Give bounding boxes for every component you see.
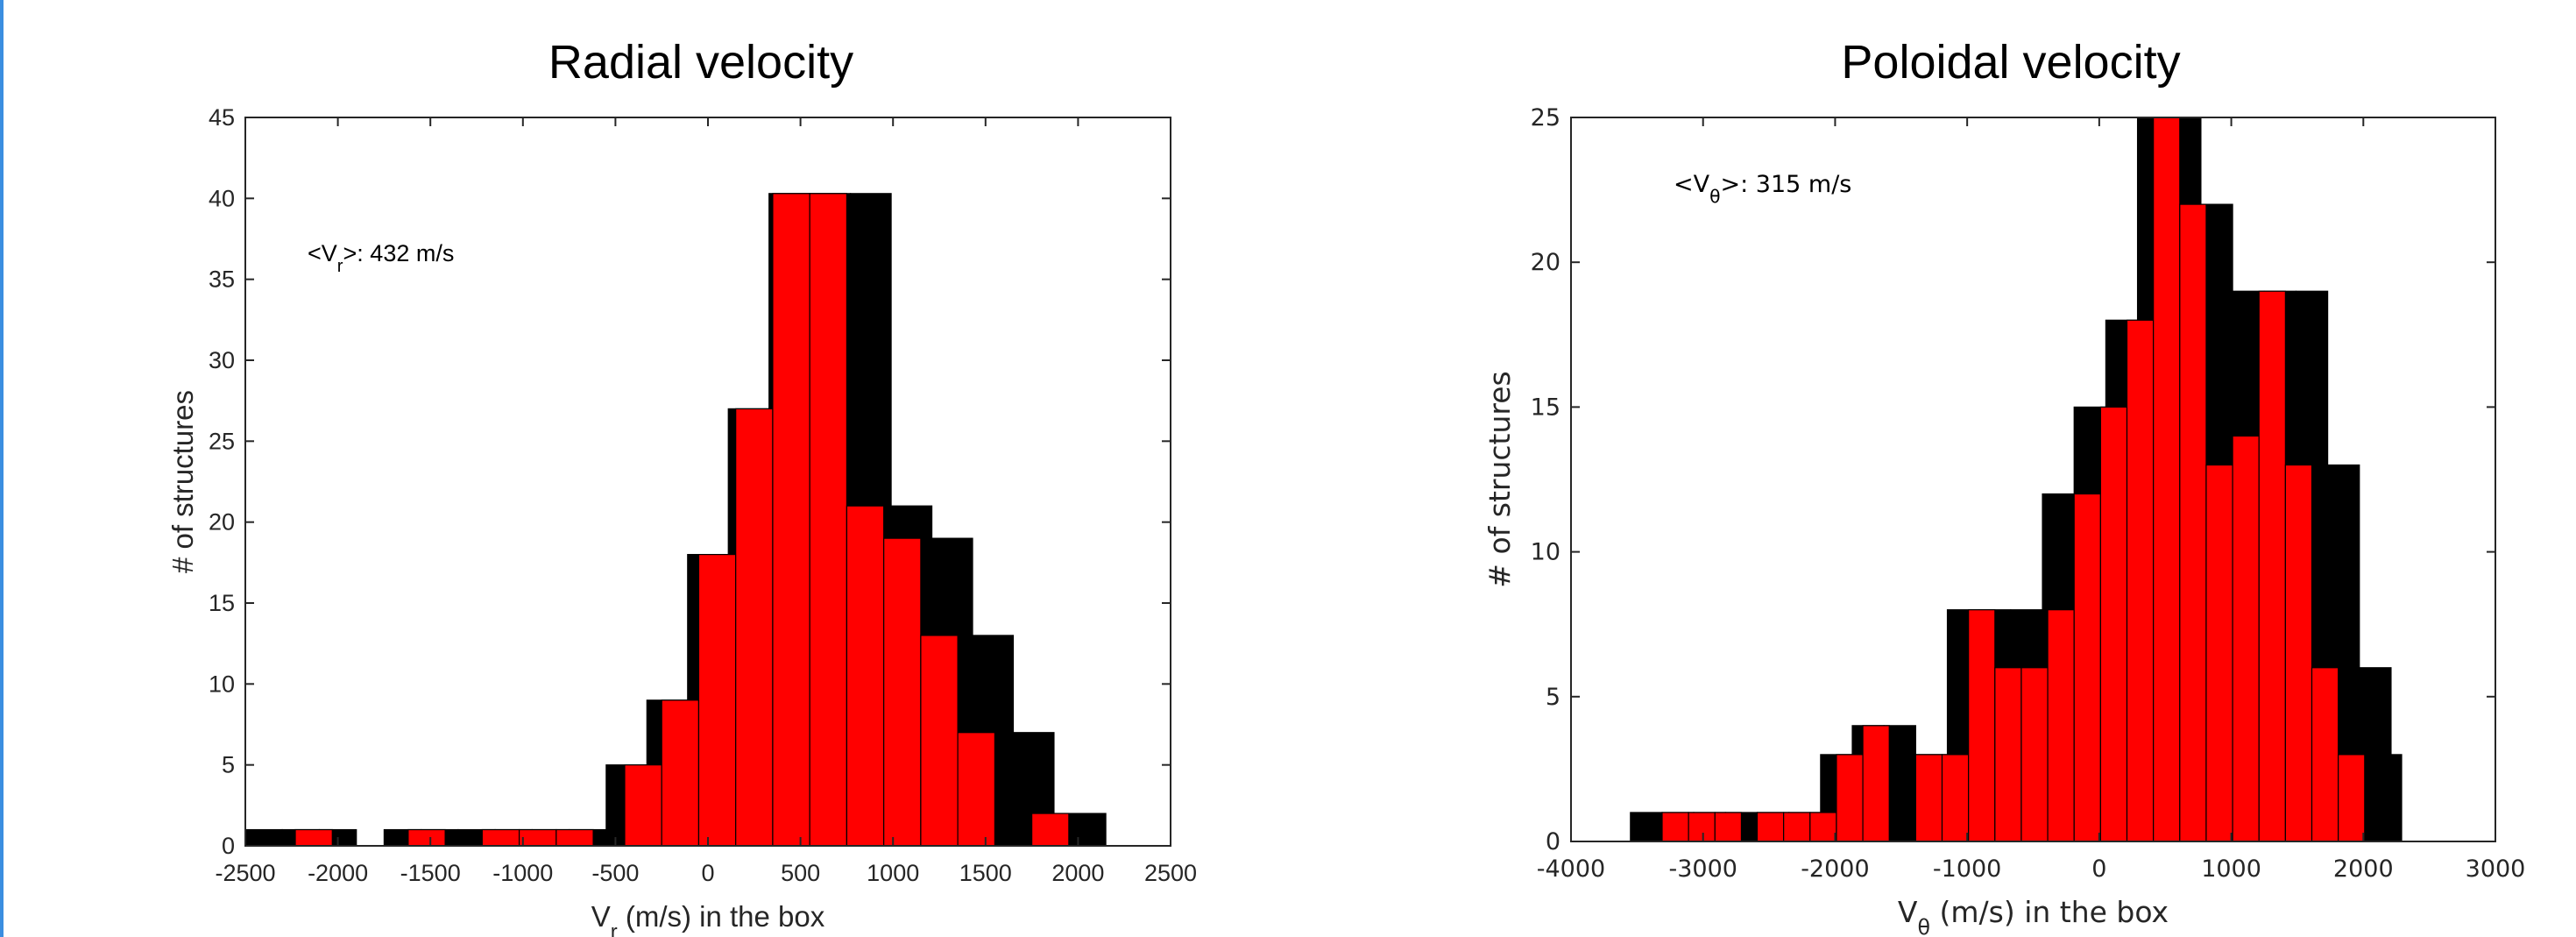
histogram-bar-black [2390,754,2403,842]
x-tick-label: -3000 [1668,855,1737,883]
histogram-bar-red [1809,812,1837,842]
y-tick-label: 20 [209,509,235,536]
x-tick-label: -2000 [308,860,368,886]
histogram-bar-red [1783,812,1811,842]
histogram-bar-red [2311,667,2339,842]
poloidal-velocity-histogram: -4000 -3000 -2000 -1000 0 1000 2000 3000 0 5 10 15 2… [1483,104,2526,937]
histogram-bar-red [1661,812,1689,842]
histogram-bar-red [1941,754,1970,842]
y-tick-label: 5 [1546,684,1560,711]
x-tick-label: 2500 [1144,860,1197,886]
y-tick-label: 45 [209,104,235,131]
x-tick-label: 1500 [959,860,1012,886]
histogram-bar-red [2073,493,2101,842]
window-left-edge-accent [0,0,4,937]
poloidal-velocity-panel: Poloidal velocity -4000 -3000 -2000 -1000 0 1… [1446,0,2576,937]
histogram-bar-red [920,635,959,847]
histogram-bar-red [2099,406,2128,842]
histogram-bar-red [2126,319,2155,842]
histogram-bar-red [556,828,594,847]
histogram-bar-red [2047,609,2075,842]
y-tick-label: 5 [222,752,235,778]
y-axis-label: # of structures [166,390,199,573]
histogram-bar-red [772,193,810,847]
histogram-bar-black [1630,812,1663,842]
histogram-bar-red [2232,435,2260,842]
y-tick-label: 10 [209,671,235,697]
histogram-bar-red [2338,754,2366,842]
chart-title: Poloidal velocity [1841,36,2181,89]
histogram-bar-red [1756,812,1785,842]
y-tick-label: 20 [1531,249,1560,276]
histogram-bar-red [1862,725,1890,842]
radial-velocity-panel: Radial velocity -2500 -2000 -1500 -1000 -500… [131,0,1270,937]
y-tick-label: 30 [209,347,235,373]
histogram-bar-red [661,699,700,847]
histogram-bar-red [407,828,446,847]
histogram-bar-red [1836,754,1864,842]
x-axis-label: Vr (m/s) in the box [591,900,825,937]
x-tick-label: 2000 [2333,855,2394,883]
axes-box [1570,117,2496,842]
x-tick-label: 1000 [2201,855,2261,883]
x-tick-label: -1500 [400,860,461,886]
x-tick-label: -4000 [1537,855,1605,883]
histogram-bar-red [1994,667,2022,842]
series-red [294,193,1070,847]
histogram-bar-red [2153,117,2181,842]
radial-velocity-histogram: -2500 -2000 -1500 -1000 -500 0 500 1000 1500 2000… [166,104,1197,937]
histogram-bar-red [2284,464,2313,842]
histogram-bar-red [624,764,662,847]
histogram-bar-red [883,537,922,847]
histogram-bar-red [2258,290,2286,842]
histogram-bar-red [481,828,520,847]
chart-title: Radial velocity [548,36,854,89]
x-tick-label: 3000 [2466,855,2526,883]
histogram-bar-red [809,193,847,847]
histogram-bar-red [697,553,737,847]
x-tick-label: -1000 [492,860,553,886]
mean-velocity-annotation: <Vr>: 432 m/s [308,240,454,276]
y-axis-label: # of structures [1483,371,1517,587]
histogram-bar-red [2020,667,2049,842]
y-tick-label: 35 [209,266,235,293]
x-tick-label: 500 [781,860,820,886]
histogram-bar-red [2205,464,2233,842]
series-red [1661,117,2366,842]
histogram-bar-red [294,828,333,847]
y-tick-label: 10 [1531,539,1560,566]
y-tick-label: 15 [1531,394,1560,421]
x-tick-label: -2000 [1801,855,1869,883]
histogram-bar-red [1030,813,1070,847]
x-tick-label: 0 [2091,855,2106,883]
histogram-bar-red [846,505,885,847]
x-axis-label: Vθ (m/s) in the box [1898,895,2169,937]
histogram-bar-red [2179,203,2207,842]
x-tick-label: -500 [591,860,639,886]
y-tick-label: 25 [1531,104,1560,131]
x-tick-label: 1000 [867,860,919,886]
y-tick-label: 0 [222,833,235,859]
y-tick-label: 0 [1546,828,1560,855]
histogram-bar-red [1714,812,1743,842]
histogram-bar-black [244,828,283,847]
histogram-bar-red [1968,609,1996,842]
y-tick-label: 25 [209,428,235,454]
histogram-bar-red [957,732,995,847]
x-tick-label: -1000 [1933,855,2001,883]
mean-velocity-annotation: <Vθ>: 315 m/s [1674,171,1851,207]
y-tick-label: 40 [209,185,235,211]
histogram-bar-red [518,828,557,847]
x-tick-label: 0 [701,860,714,886]
x-tick-label: 2000 [1051,860,1104,886]
histogram-bar-red [1688,812,1716,842]
y-tick-label: 15 [209,590,235,616]
histogram-bar-red [1914,754,1943,842]
x-tick-label: -2500 [215,860,275,886]
histogram-bar-red [735,408,774,847]
